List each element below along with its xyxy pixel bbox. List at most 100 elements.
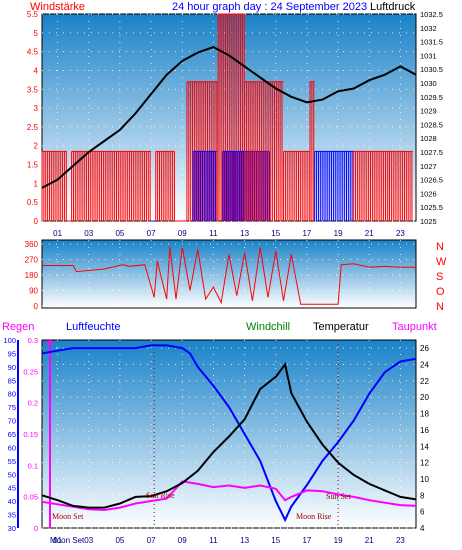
hour-tick-label: 21: [365, 536, 374, 545]
temperature-line: [41, 362, 417, 509]
hour-tick-label: 23: [396, 536, 405, 545]
compass-label: W: [436, 256, 447, 268]
humidity-line: [41, 344, 417, 523]
hour-tick-label: 09: [178, 229, 187, 238]
rain-axis: 0 0.05 0.1 0.15 0.2 0.25 0.3: [23, 336, 38, 533]
wind-direction-line: [42, 246, 416, 305]
pressure-tick-label: 1026.5: [420, 176, 443, 185]
temperature-tick-label: 12: [420, 459, 429, 468]
pressure-tick-label: 1027: [420, 162, 437, 171]
wind-tick-label: 2.5: [27, 123, 39, 132]
rain-tick-label: 0.15: [23, 430, 38, 439]
pressure-line: [41, 46, 417, 189]
wind-speed-series: [41, 13, 413, 222]
chart-title: 24 hour graph day : 24 September 2023: [172, 1, 367, 13]
hour-tick-label: 17: [302, 229, 311, 238]
rain-tick-label: 0.2: [28, 399, 38, 408]
temperature-tick-label: 8: [420, 491, 425, 500]
hour-tick-label: 03: [84, 229, 93, 238]
hour-tick-label: 19: [334, 229, 343, 238]
wind-tick-label: 4: [34, 66, 39, 75]
panel-temperature-grid: [42, 340, 416, 529]
wind-tick-label: 3.5: [27, 85, 39, 94]
direction-tick-label: 180: [25, 271, 39, 280]
hour-tick-label: 23: [396, 229, 405, 238]
moon-rise-annotation: Moon Rise: [296, 512, 332, 521]
legend-windchill: Windchill: [246, 321, 290, 333]
temperature-tick-label: 4: [420, 524, 425, 533]
wind-tick-label: 0.5: [27, 198, 39, 207]
hour-tick-label: 11: [209, 536, 218, 545]
pressure-tick-label: 1031: [420, 51, 437, 60]
humidity-tick-label: 60: [8, 443, 16, 452]
wind-tick-label: 4.5: [27, 48, 39, 57]
sun-moon-annotations: Moon Set Sun Rise Moon Rise Sun Set: [52, 491, 351, 521]
panel1-x-axis: 01 03 05 07 09 11 13 15 17 19 21 23: [53, 229, 405, 238]
temperature-tick-label: 18: [420, 410, 429, 419]
dewpoint-line: [41, 480, 417, 512]
humidity-axis: 30 35 40 45 50 55 60 65 70 75 80 85 90 95 100: [3, 336, 19, 533]
legend-temperature: Temperatur: [313, 321, 369, 333]
legend-rain: Regen: [2, 321, 34, 333]
pressure-tick-label: 1028: [420, 134, 437, 143]
humidity-tick-label: 95: [8, 349, 16, 358]
pressure-tick-label: 1026: [420, 189, 437, 198]
compass-label: O: [436, 286, 445, 298]
compass-label: S: [436, 271, 443, 283]
wind-tick-label: 5.5: [27, 10, 39, 19]
bottom-moon-set-label: Moon Set: [50, 536, 85, 545]
rain-tick-label: 0: [34, 524, 38, 533]
wind-y-axis: 0 0.5 1 1.5 2 2.5 3 3.5 4 4.5 5 5.5: [27, 10, 39, 226]
compass-label: N: [436, 241, 444, 253]
hour-tick-label: 09: [178, 536, 187, 545]
humidity-tick-label: 100: [3, 336, 16, 345]
humidity-tick-label: 30: [8, 524, 16, 533]
wind-tick-label: 5: [34, 29, 39, 38]
hour-tick-label: 19: [334, 536, 343, 545]
rain-tick-label: 0.05: [23, 493, 38, 502]
humidity-tick-label: 80: [8, 390, 16, 399]
temperature-tick-label: 26: [420, 344, 429, 353]
temperature-tick-label: 14: [420, 442, 429, 451]
panel-wind-direction-grid: [42, 240, 416, 308]
humidity-tick-label: 50: [8, 470, 16, 479]
moon-set-annotation: Moon Set: [52, 512, 84, 521]
humidity-tick-label: 85: [8, 376, 16, 385]
pressure-tick-label: 1031.5: [420, 38, 443, 47]
sun-rise-annotation: Sun Rise: [146, 491, 175, 500]
temperature-tick-label: 6: [420, 508, 425, 517]
pressure-tick-label: 1032: [420, 24, 437, 33]
luftdruck-label: Luftdruck: [370, 1, 416, 13]
hour-tick-label: 05: [115, 536, 124, 545]
sun-set-annotation: Sun Set: [326, 492, 351, 501]
temperature-tick-label: 10: [420, 475, 429, 484]
direction-tick-label: 360: [25, 240, 39, 249]
humidity-tick-label: 70: [8, 417, 16, 426]
legend-humidity: Luftfeuchte: [66, 321, 120, 333]
temperature-tick-label: 20: [420, 393, 429, 402]
panel-temperature-bg: [41, 339, 417, 529]
hour-tick-label: 13: [240, 536, 249, 545]
hour-tick-label: 11: [209, 229, 218, 238]
pressure-tick-label: 1030: [420, 79, 437, 88]
hour-tick-label: 01: [53, 229, 62, 238]
temperature-tick-label: 16: [420, 426, 429, 435]
hour-tick-label: 15: [271, 536, 280, 545]
hour-tick-label: 01: [53, 536, 62, 545]
direction-tick-label: 90: [29, 287, 38, 296]
panel3-x-axis: 01 03 05 07 09 11 13 15 17 19 21 23 Moon Set: [50, 536, 405, 545]
pressure-tick-label: 1025.5: [420, 203, 443, 212]
humidity-tick-label: 65: [8, 430, 16, 439]
legend-dewpoint: Taupunkt: [392, 321, 437, 333]
wind-tick-label: 1: [34, 179, 39, 188]
hour-tick-label: 07: [147, 229, 156, 238]
compass-label: N: [436, 301, 444, 313]
humidity-tick-label: 45: [8, 484, 16, 493]
temperature-tick-label: 24: [420, 361, 429, 370]
hour-tick-label: 03: [84, 536, 93, 545]
rain-tick-label: 0.25: [23, 367, 38, 376]
pressure-tick-label: 1029: [420, 107, 437, 116]
rain-tick-label: 0.3: [28, 336, 38, 345]
